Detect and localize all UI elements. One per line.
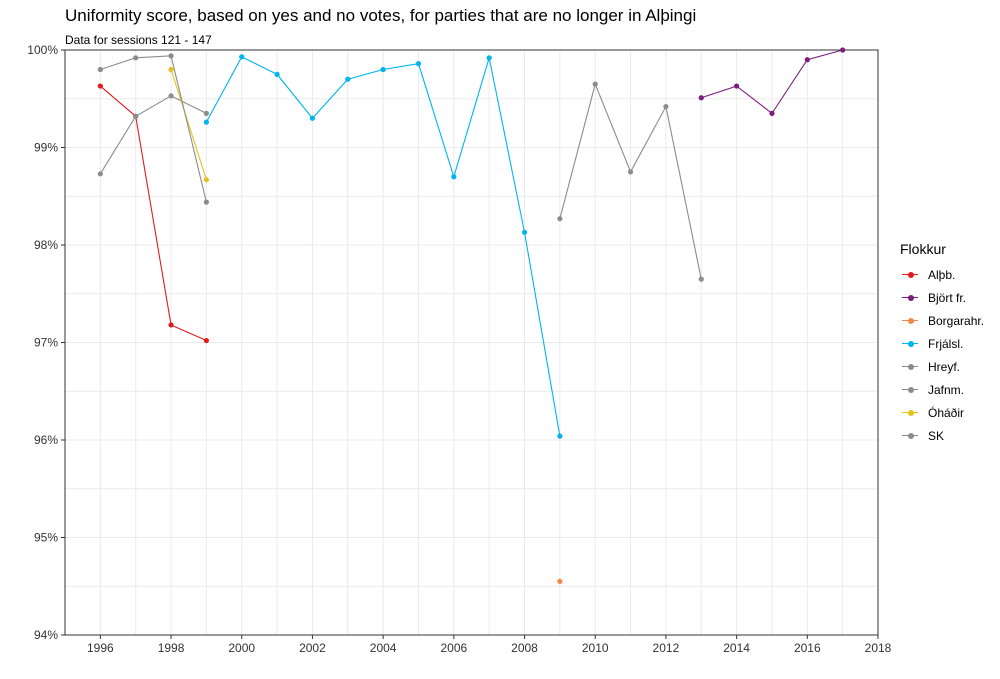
legend-key-icon [900, 292, 918, 304]
data-point [203, 110, 209, 116]
legend-key-icon [900, 338, 918, 350]
legend-key-icon [900, 407, 918, 419]
y-tick-label: 99% [34, 141, 58, 155]
x-tick-label: 2014 [723, 641, 750, 655]
y-tick-label: 97% [34, 336, 58, 350]
data-point [203, 177, 209, 183]
x-tick-label: 2006 [440, 641, 467, 655]
data-point [451, 174, 457, 180]
data-point [168, 66, 174, 73]
series-line [100, 55, 207, 203]
data-point [168, 53, 174, 59]
data-point [203, 337, 209, 344]
data-point [168, 322, 174, 328]
data-point [592, 81, 598, 87]
x-tick-label: 2000 [228, 641, 255, 655]
y-tick-label: 96% [34, 433, 58, 447]
legend-key-icon [900, 315, 918, 327]
y-tick-label: 98% [34, 238, 58, 252]
data-point [133, 113, 139, 119]
data-point [486, 55, 492, 61]
legend-label: Frjálsl. [928, 336, 964, 351]
data-point [309, 115, 316, 121]
x-tick-label: 2004 [370, 641, 397, 655]
data-point [557, 433, 563, 439]
data-point [345, 76, 351, 82]
data-point [97, 66, 103, 73]
series-line [99, 95, 207, 175]
legend-item: SK [900, 424, 984, 447]
legend-key-icon [900, 430, 918, 442]
data-point [734, 83, 740, 89]
x-tick-label: 2012 [653, 641, 680, 655]
chart-title: Uniformity score, based on yes and no vo… [65, 6, 697, 25]
data-point [521, 229, 528, 235]
legend-key-icon [900, 361, 918, 373]
legend-key-icon [900, 269, 918, 281]
chart-subtitle: Data for sessions 121 - 147 [65, 33, 212, 47]
data-point [557, 216, 563, 222]
data-point [274, 71, 280, 77]
data-point [698, 276, 704, 282]
legend-title: Flokkur [900, 241, 946, 257]
data-point [698, 95, 704, 101]
y-tick-label: 94% [34, 628, 58, 642]
data-point [239, 54, 245, 60]
legend-key-icon [900, 384, 918, 396]
x-tick-label: 1998 [158, 641, 185, 655]
data-point [804, 57, 810, 63]
legend-item: Óháðir [900, 401, 984, 424]
legend-label: Hreyf. [928, 359, 961, 374]
x-tick-label: 2008 [511, 641, 538, 655]
data-point [415, 61, 422, 67]
data-point [380, 66, 386, 73]
data-point [627, 169, 634, 175]
data-point [203, 199, 209, 205]
x-tick-label: 2018 [865, 641, 892, 655]
y-tick-label: 100% [27, 43, 58, 57]
data-point [769, 110, 775, 116]
x-tick-label: 1996 [87, 641, 114, 655]
data-point [97, 171, 103, 177]
x-tick-label: 2016 [794, 641, 821, 655]
legend-label: Björt fr. [928, 290, 967, 305]
series-line [170, 69, 207, 180]
legend-item: Björt fr. [900, 286, 984, 309]
legend-label: Jafnm. [928, 382, 965, 397]
data-point [203, 119, 209, 125]
legend-label: Alþb. [928, 267, 956, 282]
x-tick-label: 2002 [299, 641, 326, 655]
data-point [168, 93, 174, 99]
data-point [557, 578, 563, 584]
legend-label: Óháðir [928, 405, 965, 420]
legend: Flokkur Alþb. Björt fr. Borgarahr. Frjálsl.… [900, 241, 984, 447]
data-point [97, 83, 103, 89]
legend-item: Jafnm. [900, 378, 984, 401]
series-line [99, 85, 207, 342]
legend-item: Borgarahr. [900, 309, 984, 332]
legend-item: Alþb. [900, 263, 984, 286]
data-point [133, 55, 139, 61]
data-point [840, 47, 846, 53]
legend-item: Hreyf. [900, 355, 984, 378]
legend-label: Borgarahr. [928, 313, 985, 328]
x-tick-label: 2010 [582, 641, 609, 655]
legend-item: Frjálsl. [900, 332, 984, 355]
data-point [663, 103, 669, 110]
y-tick-label: 95% [34, 531, 58, 545]
legend-label: SK [928, 428, 945, 443]
